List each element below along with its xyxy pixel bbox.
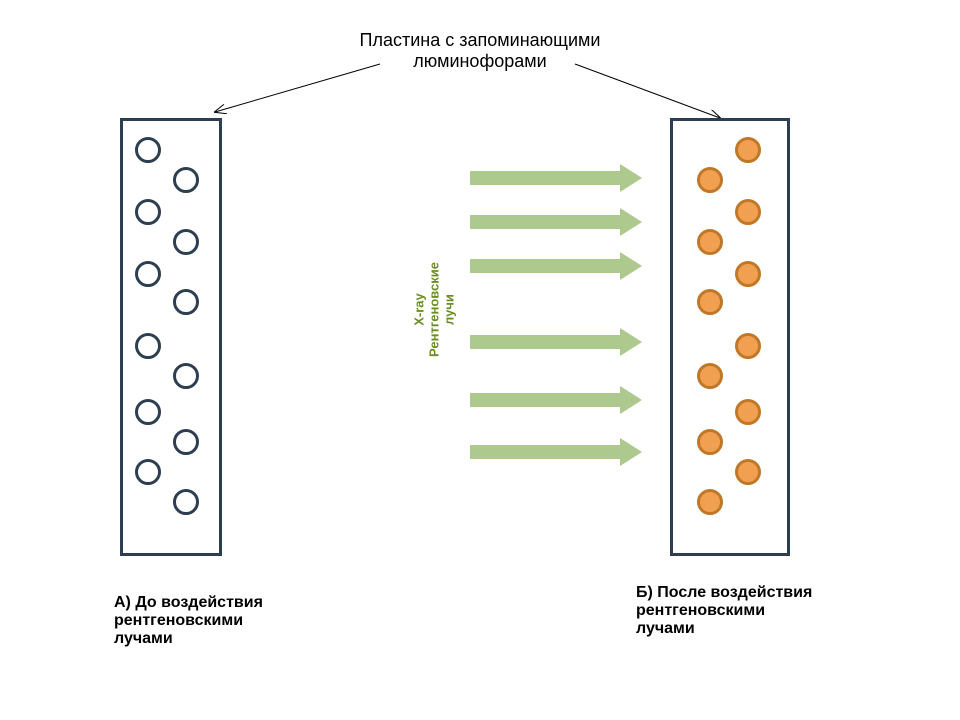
- xray-label-line: Рентгеновские: [427, 230, 442, 390]
- phosphor-filled: [735, 199, 761, 225]
- caption-after: Б) После воздействия рентгеновскими луча…: [636, 584, 812, 638]
- phosphor-empty: [173, 229, 199, 255]
- phosphor-empty: [135, 199, 161, 225]
- phosphor-filled: [735, 261, 761, 287]
- xray-label: X-rayРентгеновскиелучи: [412, 230, 457, 390]
- phosphor-empty: [173, 429, 199, 455]
- phosphor-empty: [135, 261, 161, 287]
- phosphor-filled: [697, 167, 723, 193]
- phosphor-filled: [735, 137, 761, 163]
- xray-arrow: [470, 328, 642, 356]
- phosphor-filled: [697, 489, 723, 515]
- phosphor-empty: [173, 489, 199, 515]
- xray-arrow: [470, 252, 642, 280]
- phosphor-empty: [135, 333, 161, 359]
- xray-arrow: [470, 164, 642, 192]
- phosphor-empty: [135, 399, 161, 425]
- phosphor-filled: [697, 289, 723, 315]
- phosphor-filled: [697, 363, 723, 389]
- xray-arrow: [470, 386, 642, 414]
- phosphor-filled: [697, 429, 723, 455]
- phosphor-empty: [173, 167, 199, 193]
- xray-label-line: лучи: [442, 230, 457, 390]
- caption-before: А) До воздействия рентгеновскими лучами: [114, 594, 263, 648]
- xray-label-line: X-ray: [412, 230, 427, 390]
- phosphor-empty: [173, 363, 199, 389]
- phosphor-empty: [135, 459, 161, 485]
- xray-arrow: [470, 438, 642, 466]
- xray-arrow: [470, 208, 642, 236]
- phosphor-filled: [735, 399, 761, 425]
- phosphor-filled: [735, 333, 761, 359]
- phosphor-filled: [735, 459, 761, 485]
- phosphor-empty: [135, 137, 161, 163]
- phosphor-empty: [173, 289, 199, 315]
- phosphor-filled: [697, 229, 723, 255]
